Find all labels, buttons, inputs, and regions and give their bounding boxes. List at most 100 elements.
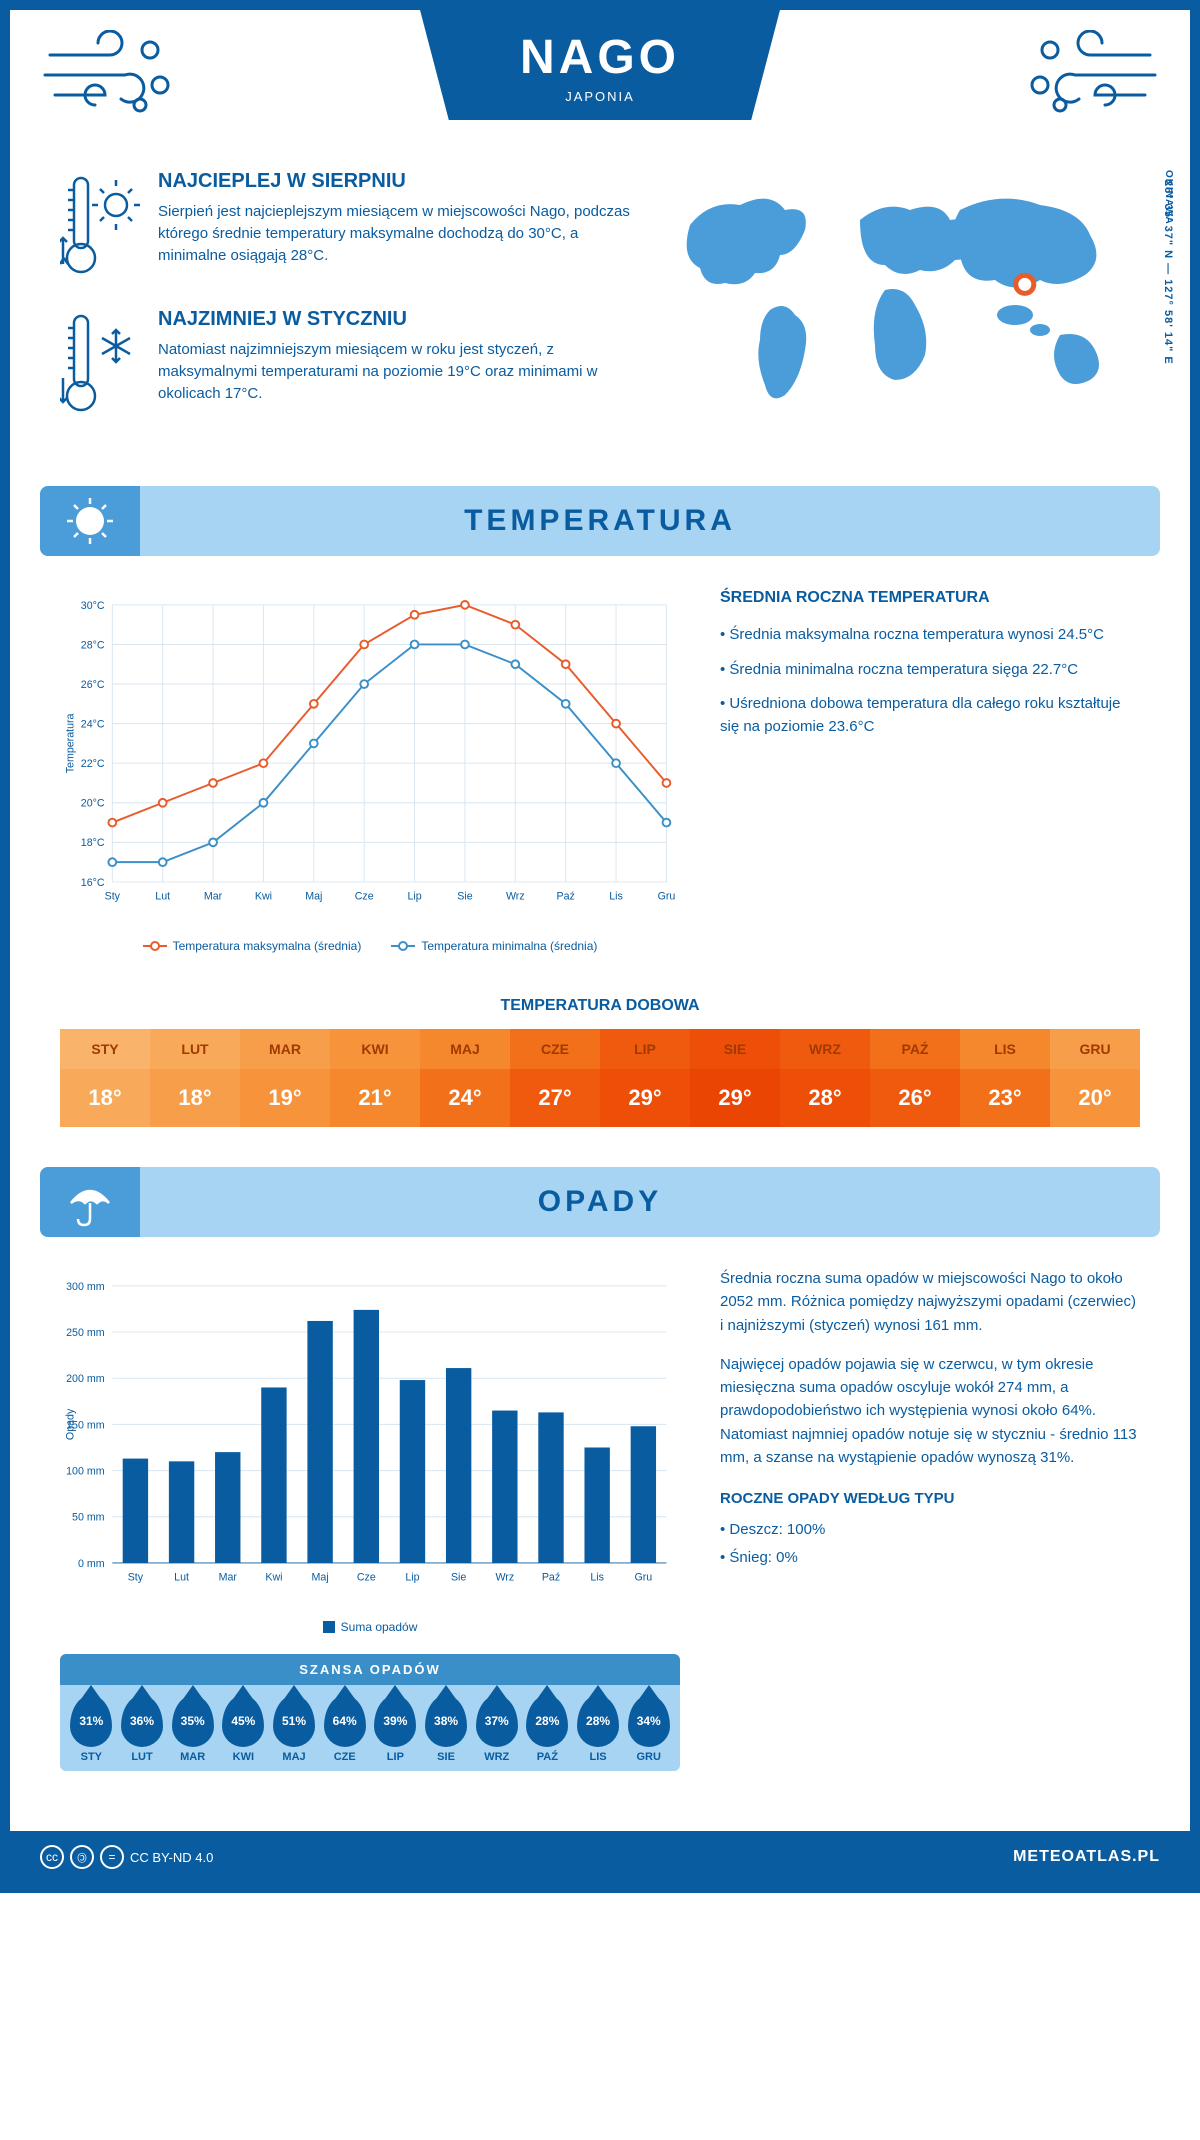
svg-text:Paź: Paź xyxy=(542,1571,560,1583)
svg-text:300 mm: 300 mm xyxy=(66,1281,105,1293)
svg-text:Lip: Lip xyxy=(407,890,421,902)
svg-text:Cze: Cze xyxy=(355,890,374,902)
coordinates: 26° 35' 37" N — 127° 58' 14" E xyxy=(1162,180,1174,365)
svg-text:Lip: Lip xyxy=(405,1571,419,1583)
daily-temp-col: GRU20° xyxy=(1050,1029,1140,1127)
site-name: METEOATLAS.PL xyxy=(1013,1848,1160,1866)
svg-text:0 mm: 0 mm xyxy=(78,1558,105,1570)
svg-text:18°C: 18°C xyxy=(81,837,105,849)
svg-text:Sty: Sty xyxy=(105,890,121,902)
svg-text:16°C: 16°C xyxy=(81,877,105,889)
rain-drop-icon: 37% xyxy=(476,1695,518,1747)
coldest-title: NAJZIMNIEJ W STYCZNIU xyxy=(158,308,630,331)
sun-icon xyxy=(63,494,117,548)
rain-chance-col: 37%WRZ xyxy=(471,1695,522,1763)
license-block: cc 🄯 = CC BY-ND 4.0 xyxy=(40,1845,213,1869)
rain-drop-icon: 28% xyxy=(577,1695,619,1747)
temperature-chart-container: 16°C18°C20°C22°C24°C26°C28°C30°CStyLutMa… xyxy=(60,586,680,953)
daily-temp-col: MAR19° xyxy=(240,1029,330,1127)
warmest-title: NAJCIEPLEJ W SIERPNIU xyxy=(158,170,630,193)
daily-temp-col: KWI21° xyxy=(330,1029,420,1127)
rain-drop-icon: 64% xyxy=(324,1695,366,1747)
daily-temp-col: LIS23° xyxy=(960,1029,1050,1127)
svg-text:Maj: Maj xyxy=(305,890,322,902)
title-banner: NAGO JAPONIA xyxy=(420,10,780,120)
rain-drop-icon: 28% xyxy=(526,1695,568,1747)
precip-types-heading: ROCZNE OPADY WEDŁUG TYPU xyxy=(720,1487,1140,1510)
temperature-legend: .legend-swatch[style*='#e85c2b']::after{… xyxy=(60,939,680,953)
svg-text:26°C: 26°C xyxy=(81,679,105,691)
temp-bullet: • Uśredniona dobowa temperatura dla całe… xyxy=(720,693,1140,738)
wind-icon xyxy=(40,30,180,120)
world-map xyxy=(660,170,1140,430)
daily-temp-col: STY18° xyxy=(60,1029,150,1127)
umbrella-icon xyxy=(63,1175,117,1229)
daily-temp-col: MAJ24° xyxy=(420,1029,510,1127)
temp-bullet: • Średnia maksymalna roczna temperatura … xyxy=(720,624,1140,647)
coldest-fact: NAJZIMNIEJ W STYCZNIU Natomiast najzimni… xyxy=(60,308,630,418)
page-footer: cc 🄯 = CC BY-ND 4.0 METEOATLAS.PL xyxy=(10,1831,1190,1883)
svg-text:Sty: Sty xyxy=(128,1571,144,1583)
temperature-summary: ŚREDNIA ROCZNA TEMPERATURA • Średnia mak… xyxy=(720,586,1140,953)
svg-text:Kwi: Kwi xyxy=(265,1571,282,1583)
rain-chance-box: SZANSA OPADÓW 31%STY36%LUT35%MAR45%KWI51… xyxy=(60,1654,680,1771)
country-name: JAPONIA xyxy=(520,89,680,104)
overview-section: NAJCIEPLEJ W SIERPNIU Sierpień jest najc… xyxy=(10,140,1190,486)
svg-text:50 mm: 50 mm xyxy=(72,1512,105,1524)
daily-temp-col: CZE27° xyxy=(510,1029,600,1127)
svg-text:Gru: Gru xyxy=(658,890,676,902)
rain-chance-title: SZANSA OPADÓW xyxy=(60,1654,680,1685)
svg-text:Lut: Lut xyxy=(155,890,170,902)
rain-drop-icon: 39% xyxy=(374,1695,416,1747)
svg-text:20°C: 20°C xyxy=(81,798,105,810)
nd-icon: = xyxy=(100,1845,124,1869)
rain-chance-col: 35%MAR xyxy=(167,1695,218,1763)
temperature-banner: TEMPERATURA xyxy=(40,486,1160,556)
precip-type: • Deszcz: 100% xyxy=(720,1518,1140,1541)
daily-temp-table: STY18°LUT18°MAR19°KWI21°MAJ24°CZE27°LIP2… xyxy=(60,1029,1140,1127)
svg-text:Opady: Opady xyxy=(65,1408,77,1440)
svg-text:Mar: Mar xyxy=(204,890,223,902)
thermometer-sun-icon xyxy=(60,170,140,280)
svg-text:Sie: Sie xyxy=(451,1571,466,1583)
temp-bullet: • Średnia minimalna roczna temperatura s… xyxy=(720,659,1140,682)
warmest-fact: NAJCIEPLEJ W SIERPNIU Sierpień jest najc… xyxy=(60,170,630,280)
rain-chance-col: 28%PAŹ xyxy=(522,1695,573,1763)
coldest-text: Natomiast najzimniejszym miesiącem w rok… xyxy=(158,339,630,404)
precipitation-banner: OPADY xyxy=(40,1167,1160,1237)
rain-drop-icon: 51% xyxy=(273,1695,315,1747)
daily-temp-col: LUT18° xyxy=(150,1029,240,1127)
svg-text:22°C: 22°C xyxy=(81,758,105,770)
svg-text:Wrz: Wrz xyxy=(506,890,525,902)
svg-text:250 mm: 250 mm xyxy=(66,1327,105,1339)
page-header: NAGO JAPONIA xyxy=(10,10,1190,140)
precipitation-title: OPADY xyxy=(40,1185,1160,1219)
svg-text:Temperatura: Temperatura xyxy=(65,713,77,773)
svg-text:30°C: 30°C xyxy=(81,600,105,612)
precip-p2: Najwięcej opadów pojawia się w czerwcu, … xyxy=(720,1353,1140,1469)
svg-text:Cze: Cze xyxy=(357,1571,376,1583)
svg-text:Gru: Gru xyxy=(634,1571,652,1583)
svg-text:24°C: 24°C xyxy=(81,718,105,730)
svg-text:100 mm: 100 mm xyxy=(66,1465,105,1477)
rain-drop-icon: 35% xyxy=(172,1695,214,1747)
legend-item: .legend-swatch[style*='#3b8fc9']::after{… xyxy=(391,939,597,953)
svg-text:Lis: Lis xyxy=(590,1571,604,1583)
rain-chance-col: 36%LUT xyxy=(117,1695,168,1763)
precipitation-chart-container: 0 mm50 mm100 mm150 mm200 mm250 mm300 mmO… xyxy=(60,1267,680,1771)
rain-chance-col: 51%MAJ xyxy=(269,1695,320,1763)
svg-text:Sie: Sie xyxy=(457,890,472,902)
rain-chance-col: 31%STY xyxy=(66,1695,117,1763)
location-marker xyxy=(1016,275,1034,293)
temperature-line-chart: 16°C18°C20°C22°C24°C26°C28°C30°CStyLutMa… xyxy=(60,586,680,926)
rain-drop-icon: 36% xyxy=(121,1695,163,1747)
legend-item: .legend-swatch[style*='#e85c2b']::after{… xyxy=(143,939,362,953)
temp-summary-heading: ŚREDNIA ROCZNA TEMPERATURA xyxy=(720,586,1140,610)
svg-text:Kwi: Kwi xyxy=(255,890,272,902)
precip-legend-label: Suma opadów xyxy=(341,1620,418,1634)
precipitation-bar-chart: 0 mm50 mm100 mm150 mm200 mm250 mm300 mmO… xyxy=(60,1267,680,1607)
license-text: CC BY-ND 4.0 xyxy=(130,1850,213,1865)
svg-text:Maj: Maj xyxy=(312,1571,329,1583)
rain-chance-col: 38%SIE xyxy=(421,1695,472,1763)
svg-text:Lis: Lis xyxy=(609,890,623,902)
